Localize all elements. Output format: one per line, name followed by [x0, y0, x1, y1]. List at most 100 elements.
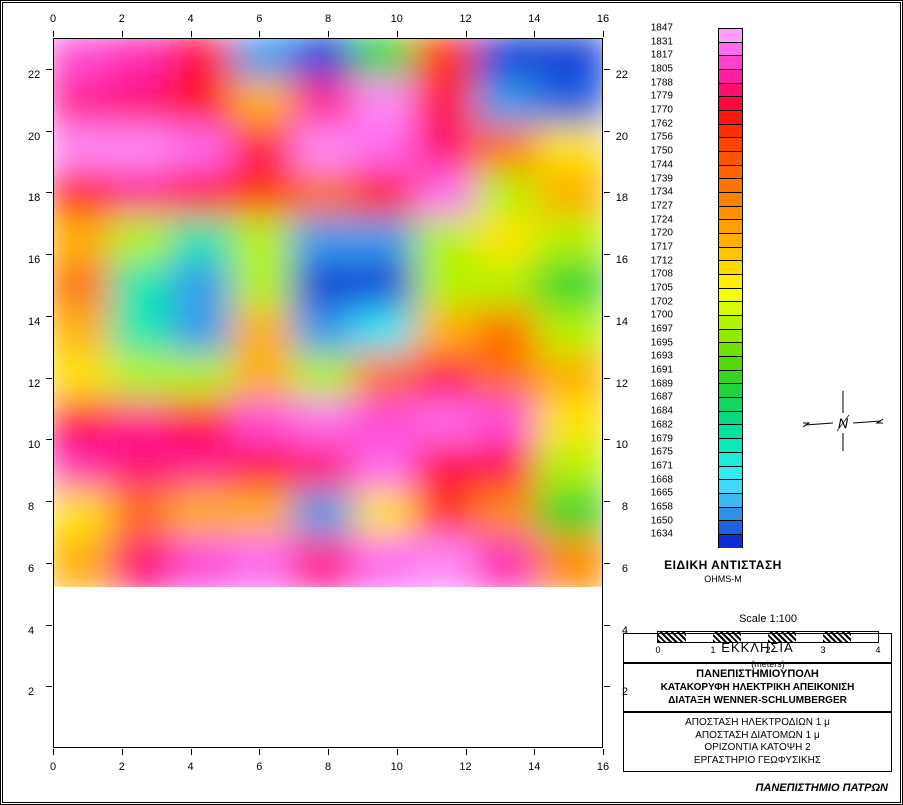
colorbar-segment: [718, 479, 743, 493]
info-subtitle-box: ΠΑΝΕΠΙΣΤΗΜΙΟΥΠΟΛΗ ΚΑΤΑΚΟΡΥΦΗ ΗΛΕΚΤΡΙΚΗ Α…: [623, 663, 892, 712]
colorbar-segment: [718, 124, 743, 138]
colorbar-value: 1805: [638, 64, 673, 75]
colorbar-value: 1675: [638, 447, 673, 458]
x-tick-label: 0: [50, 761, 56, 773]
colorbar-value: 1700: [638, 310, 673, 321]
info-line: ΠΑΝΕΠΙΣΤΗΜΙΟΥΠΟΛΗ: [626, 668, 889, 682]
y-tick-label: 10: [28, 439, 40, 451]
colorbar-segment: [718, 83, 743, 97]
x-tick-label: 16: [597, 761, 609, 773]
y-tick-label: 6: [28, 563, 34, 575]
y-tick-label: 20: [616, 131, 628, 143]
colorbar-segment: [718, 260, 743, 274]
colorbar-title-text: ΕΙΔΙΚΗ ΑΝΤΙΣΤΑΣΗ: [643, 558, 803, 572]
colorbar-segment: [718, 28, 743, 42]
colorbar-value: 1750: [638, 146, 673, 157]
info-title: ΕΚΚΛΗΣΙΑ: [623, 633, 892, 663]
colorbar-value: 1734: [638, 187, 673, 198]
colorbar-value: 1744: [638, 159, 673, 170]
x-tick-label: 4: [187, 761, 193, 773]
colorbar-segment: [718, 315, 743, 329]
y-tick-label: 8: [28, 501, 34, 513]
colorbar-segment: [718, 96, 743, 110]
info-line: ΚΑΤΑΚΟΡΥΦΗ ΗΛΕΚΤΡΙΚΗ ΑΠΕΙΚΟΝΙΣΗ: [626, 682, 889, 695]
colorbar-value: 1697: [638, 324, 673, 335]
colorbar-value: 1682: [638, 419, 673, 430]
y-tick-label: 14: [28, 316, 40, 328]
y-tick-label: 16: [616, 254, 628, 266]
y-tick-label: 14: [616, 316, 628, 328]
y-tick-label: 4: [28, 625, 34, 637]
colorbar-segment: [718, 55, 743, 69]
colorbar: 1847183118171805178817791770176217561750…: [678, 28, 743, 548]
colorbar-segment: [718, 69, 743, 83]
y-tick-label: 8: [622, 501, 628, 513]
colorbar-value: 1717: [638, 241, 673, 252]
colorbar-value: 1705: [638, 283, 673, 294]
colorbar-segment: [718, 466, 743, 480]
y-tick-label: 12: [28, 378, 40, 390]
colorbar-segment: [718, 329, 743, 343]
colorbar-value: 1770: [638, 105, 673, 116]
x-tick-label: 8: [325, 761, 331, 773]
colorbar-segment: [718, 137, 743, 151]
colorbar-value: 1689: [638, 378, 673, 389]
info-line: ΟΡΙΖΟΝΤΙΑ ΚΑΤΟΨΗ 2: [626, 742, 889, 755]
y-tick-label: 6: [622, 563, 628, 575]
colorbar-segment: [718, 424, 743, 438]
colorbar-value: 1788: [638, 77, 673, 88]
colorbar-segment: [718, 288, 743, 302]
colorbar-value: 1817: [638, 50, 673, 61]
x-tick-label: 10: [391, 761, 403, 773]
colorbar-value: 1720: [638, 228, 673, 239]
colorbar-value: 1679: [638, 433, 673, 444]
info-line: ΑΠΟΣΤΑΣΗ ΔΙΑΤΟΜΩΝ 1 μ: [626, 730, 889, 743]
colorbar-value: 1708: [638, 269, 673, 280]
y-tick-label: 20: [28, 131, 40, 143]
info-line: ΑΠΟΣΤΑΣΗ ΗΛΕΚΤΡΟΔΙΩΝ 1 μ: [626, 717, 889, 730]
info-line: ΕΡΓΑΣΤΗΡΙΟ ΓΕΩΦΥΣΙΚΗΣ: [626, 755, 889, 768]
colorbar-value: 1693: [638, 351, 673, 362]
colorbar-segment: [718, 438, 743, 452]
info-panel: ΕΚΚΛΗΣΙΑ ΠΑΝΕΠΙΣΤΗΜΙΟΥΠΟΛΗ ΚΑΤΑΚΟΡΥΦΗ ΗΛ…: [623, 633, 892, 772]
x-tick-label: 2: [119, 761, 125, 773]
colorbar-segment: [718, 42, 743, 56]
colorbar-value: 1756: [638, 132, 673, 143]
colorbar-value: 1668: [638, 474, 673, 485]
colorbar-segment: [718, 397, 743, 411]
colorbar-segment: [718, 356, 743, 370]
x-tick-label: 2: [119, 13, 125, 25]
colorbar-segment: [718, 219, 743, 233]
colorbar-value: 1762: [638, 118, 673, 129]
colorbar-segment: [718, 342, 743, 356]
colorbar-title: ΕΙΔΙΚΗ ΑΝΤΙΣΤΑΣΗ OHMS-M: [643, 558, 803, 584]
y-tick-label: 2: [28, 686, 34, 698]
y-tick-label: 18: [616, 192, 628, 204]
colorbar-segment: [718, 165, 743, 179]
colorbar-segment: [718, 274, 743, 288]
colorbar-value: 1779: [638, 91, 673, 102]
colorbar-value: 1687: [638, 392, 673, 403]
colorbar-value: 1671: [638, 460, 673, 471]
colorbar-value: 1695: [638, 337, 673, 348]
footer-text: ΠΑΝΕΠΙΣΤΗΜΙΟ ΠΑΤΡΩΝ: [623, 782, 892, 794]
x-tick-label: 14: [528, 13, 540, 25]
heatmap-svg: [54, 39, 602, 587]
colorbar-value: 1684: [638, 406, 673, 417]
colorbar-segment: [718, 370, 743, 384]
y-tick-label: 18: [28, 192, 40, 204]
resistivity-heatmap: 0022446688101012121414161622446688101012…: [28, 13, 628, 773]
colorbar-segment: [718, 192, 743, 206]
info-details-box: ΑΠΟΣΤΑΣΗ ΗΛΕΚΤΡΟΔΙΩΝ 1 μ ΑΠΟΣΤΑΣΗ ΔΙΑΤΟΜ…: [623, 712, 892, 772]
y-tick-label: 16: [28, 254, 40, 266]
colorbar-segment: [718, 233, 743, 247]
x-tick-label: 12: [459, 13, 471, 25]
x-tick-label: 10: [391, 13, 403, 25]
colorbar-value: 1831: [638, 36, 673, 47]
x-tick-label: 16: [597, 13, 609, 25]
colorbar-value: 1691: [638, 365, 673, 376]
colorbar-segment: [718, 452, 743, 466]
colorbar-value: 1702: [638, 296, 673, 307]
x-tick-label: 4: [187, 13, 193, 25]
colorbar-value: 1658: [638, 501, 673, 512]
